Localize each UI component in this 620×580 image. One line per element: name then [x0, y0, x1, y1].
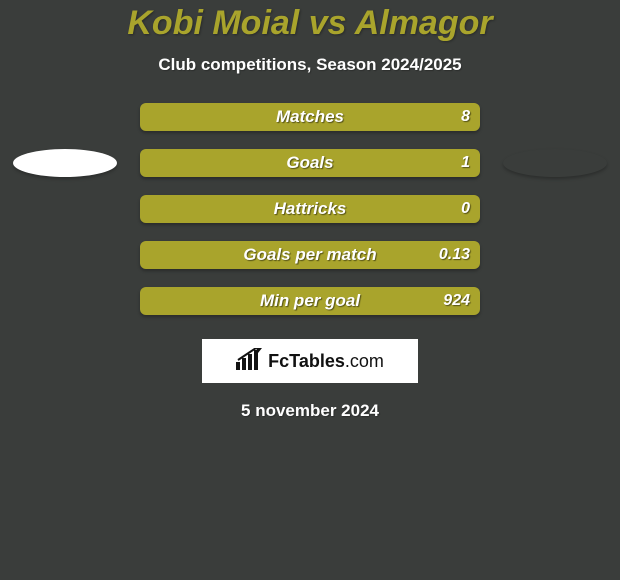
- stat-value: 924: [443, 292, 470, 310]
- date-text: 5 november 2024: [0, 401, 620, 421]
- stats-list: Matches 8 Goals 1 Hattricks 0 Goals per match 0…: [0, 103, 620, 315]
- stat-bar: Min per goal 924: [140, 287, 480, 315]
- stat-row: Goals per match 0.13: [0, 241, 620, 269]
- stat-row: Hattricks 0: [0, 195, 620, 223]
- stat-value: 8: [461, 108, 470, 126]
- stat-label: Goals per match: [243, 245, 376, 265]
- right-side: [500, 149, 610, 177]
- stat-label: Hattricks: [274, 199, 347, 219]
- subtitle: Club competitions, Season 2024/2025: [0, 55, 620, 75]
- stat-row: Goals 1: [0, 149, 620, 177]
- page-title: Kobi Moial vs Almagor: [0, 4, 620, 43]
- stat-label: Goals: [286, 153, 333, 173]
- logo-prefix: Fc: [268, 351, 289, 371]
- left-ellipse: [13, 149, 117, 177]
- logo-box: FcTables.com: [202, 339, 418, 383]
- logo-text: FcTables.com: [268, 351, 384, 372]
- stat-value: 0.13: [439, 246, 470, 264]
- stat-bar: Goals 1: [140, 149, 480, 177]
- logo-main: Tables: [289, 351, 345, 371]
- stat-bar: Matches 8: [140, 103, 480, 131]
- stat-row: Matches 8: [0, 103, 620, 131]
- logo-suffix: .com: [345, 351, 384, 371]
- chart-icon: [236, 348, 262, 375]
- left-side: [10, 149, 120, 177]
- container: Kobi Moial vs Almagor Club competitions,…: [0, 0, 620, 580]
- stat-value: 1: [461, 154, 470, 172]
- stat-bar: Goals per match 0.13: [140, 241, 480, 269]
- stat-label: Min per goal: [260, 291, 360, 311]
- stat-bar: Hattricks 0: [140, 195, 480, 223]
- right-ellipse: [503, 149, 607, 177]
- stat-row: Min per goal 924: [0, 287, 620, 315]
- stat-label: Matches: [276, 107, 344, 127]
- stat-value: 0: [461, 200, 470, 218]
